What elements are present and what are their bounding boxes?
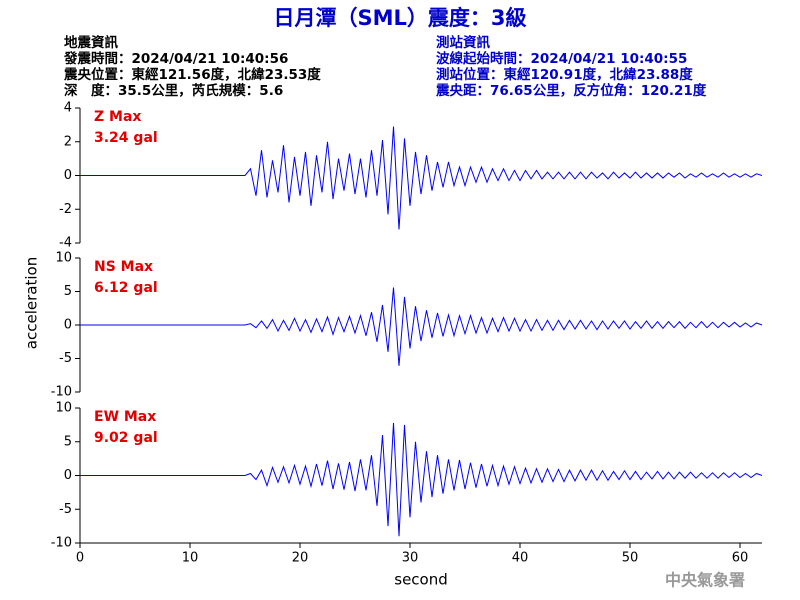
waveform — [80, 422, 763, 537]
y-tick-label: 5 — [64, 284, 72, 299]
waveform — [80, 126, 763, 230]
y-tick-label: -2 — [59, 202, 72, 217]
x-tick-label: 10 — [182, 551, 199, 566]
station-line: 波線起始時間：2024/04/21 10:40:55 — [436, 50, 687, 67]
y-tick-label: -5 — [59, 502, 72, 517]
channel-label: Z Max — [94, 109, 141, 125]
info-line: 震央位置：東經121.56度，北緯23.53度 — [63, 66, 321, 83]
x-tick-label: 50 — [622, 551, 639, 566]
max-label: 3.24 gal — [94, 130, 158, 146]
station-line: 測站資訊 — [436, 34, 490, 51]
y-tick-label: -10 — [51, 385, 72, 400]
channel-label: NS Max — [94, 259, 153, 275]
y-tick-label: -10 — [51, 536, 72, 551]
x-tick-label: 40 — [512, 551, 529, 566]
x-tick-label: 0 — [76, 551, 84, 566]
max-label: 9.02 gal — [94, 430, 158, 446]
x-tick-label: 30 — [402, 551, 419, 566]
station-line: 測站位置：東經120.91度，北緯23.88度 — [436, 66, 693, 83]
waveform — [80, 287, 763, 366]
x-tick-label: 20 — [292, 551, 309, 566]
station-line: 震央距：76.65公里，反方位角：120.21度 — [435, 82, 707, 99]
info-line: 地震資訊 — [64, 34, 118, 51]
x-tick-label: 60 — [732, 551, 749, 566]
y-tick-label: -5 — [59, 351, 72, 366]
y-tick-label: 10 — [55, 401, 72, 416]
watermark: 中央氣象署 — [665, 571, 745, 590]
y-tick-label: 0 — [64, 168, 72, 183]
y-axis-label: acceleration — [23, 257, 41, 349]
channel-label: EW Max — [94, 409, 156, 425]
info-line: 深 度：35.5公里，芮氏規模：5.6 — [64, 82, 283, 99]
y-tick-label: 0 — [64, 468, 72, 483]
y-tick-label: 2 — [64, 134, 72, 149]
info-line: 發震時間：2024/04/21 10:40:56 — [63, 50, 288, 67]
y-tick-label: -4 — [59, 236, 72, 251]
max-label: 6.12 gal — [94, 280, 158, 296]
y-tick-label: 10 — [55, 251, 72, 266]
title: 日月潭（SML）震度：3級 — [273, 6, 526, 30]
x-axis-label: second — [394, 571, 448, 589]
y-tick-label: 0 — [64, 318, 72, 333]
y-tick-label: 5 — [64, 434, 72, 449]
y-tick-label: 4 — [64, 101, 72, 116]
